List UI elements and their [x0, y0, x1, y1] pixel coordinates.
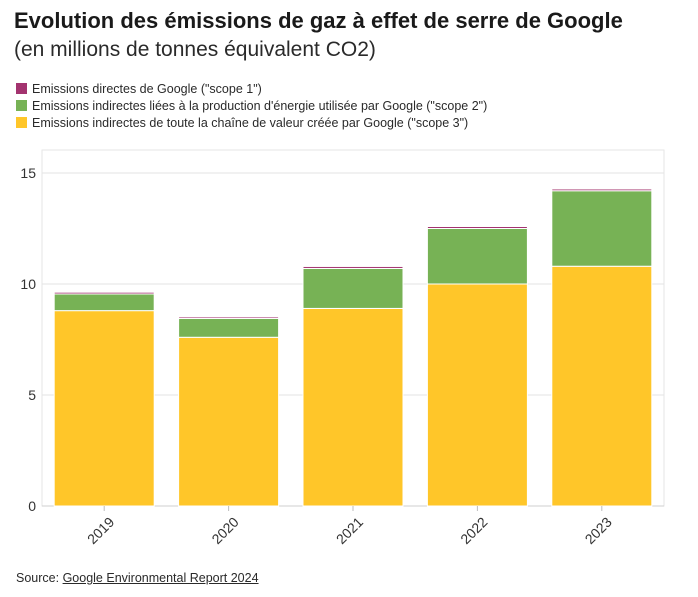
legend-label-scope-3: Emissions indirectes de toute la chaîne … [32, 115, 469, 130]
bar-2019-series-2 [53, 293, 155, 312]
legend-label-scope-2: Emissions indirectes liées à la producti… [32, 98, 488, 113]
legend-item-scope-2: Emissions indirectes liées à la producti… [16, 97, 487, 114]
bar-2021-series-2 [302, 267, 404, 309]
x-tick-label-2019: 2019 [84, 514, 117, 547]
legend: Emissions directes de Google ("scope 1")… [16, 80, 487, 131]
source-note: Source: Google Environmental Report 2024 [16, 571, 259, 585]
y-tick-label-15: 15 [20, 165, 36, 181]
bar-2019-series-1 [53, 310, 155, 507]
bar-2021-series-1 [302, 307, 404, 507]
bar-2023-series-3 [551, 188, 653, 192]
stacked-bar-chart: 0 5 10 15 2019 2020 2021 2022 2023 [20, 149, 665, 547]
bar-2021-series-3 [302, 265, 404, 269]
bar-2020-series-2 [178, 317, 280, 338]
bar-2019-series-3 [53, 291, 155, 295]
legend-label-scope-1: Emissions directes de Google ("scope 1") [32, 81, 262, 96]
bar-2022-series-2 [426, 228, 528, 285]
x-tick-label-2022: 2022 [457, 514, 490, 547]
bar-2020-series-1 [178, 336, 280, 507]
chart-title: Evolution des émissions de gaz à effet d… [14, 8, 623, 33]
bar-2022-series-3 [426, 226, 528, 229]
x-tick-label-2023: 2023 [582, 514, 615, 547]
legend-swatch-scope-1 [16, 83, 27, 94]
bar-2023-series-1 [551, 265, 653, 507]
bar-2020-series-3 [178, 316, 280, 319]
source-link[interactable]: Google Environmental Report 2024 [62, 571, 259, 585]
legend-swatch-scope-3 [16, 117, 27, 128]
y-tick-label-5: 5 [28, 387, 36, 403]
x-tick-label-2021: 2021 [333, 514, 366, 547]
bar-2023-series-2 [551, 190, 653, 267]
bar-2022-series-1 [426, 283, 528, 507]
y-tick-label-0: 0 [28, 498, 36, 514]
legend-item-scope-1: Emissions directes de Google ("scope 1") [16, 80, 487, 97]
source-label: Source: [16, 571, 60, 585]
legend-item-scope-3: Emissions indirectes de toute la chaîne … [16, 114, 487, 131]
chart-subtitle: (en millions de tonnes équivalent CO2) [14, 38, 376, 61]
legend-swatch-scope-2 [16, 100, 27, 111]
x-tick-label-2020: 2020 [208, 514, 241, 547]
y-tick-label-10: 10 [20, 276, 36, 292]
